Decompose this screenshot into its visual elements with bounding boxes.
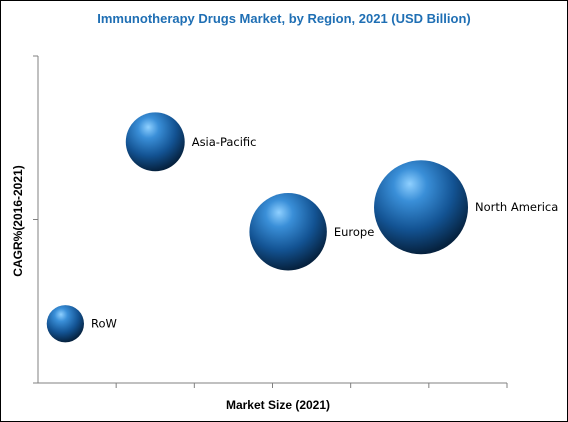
bubble-row (46, 305, 84, 343)
bubble-label-asia-pacific: Asia-Pacific (192, 135, 257, 149)
bubbles-group (46, 112, 469, 343)
bubble-label-europe: Europe (334, 225, 374, 239)
chart-title: Immunotherapy Drugs Market, by Region, 2… (97, 11, 470, 26)
bubble-label-north-america: North America (475, 200, 558, 214)
bubble-labels-group: Asia-Pacific Europe North America RoW (91, 135, 558, 331)
x-axis-label: Market Size (2021) (226, 398, 330, 412)
y-axis-label: CAGR%(2016-2021) (11, 165, 25, 276)
bubble-label-row: RoW (91, 317, 117, 331)
bubble-europe (249, 193, 327, 271)
axes (33, 55, 508, 388)
bubble-asia-pacific (125, 112, 185, 172)
bubble-north-america (374, 160, 469, 255)
